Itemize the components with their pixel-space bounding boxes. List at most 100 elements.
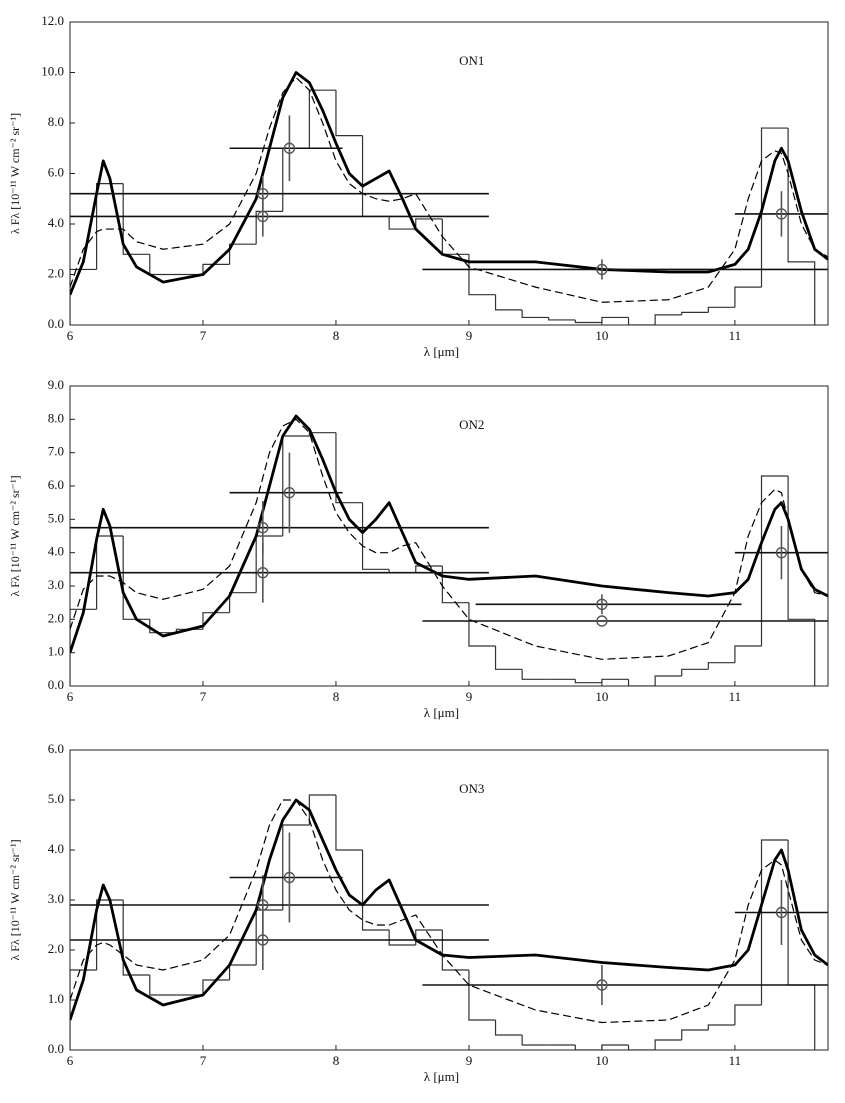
panel: 0.0 1.0 2.0 3.0 4.0 5.0 6.0 7.0 8.0 9.0 6 7 8 9 10 11 ON…: [8, 377, 829, 720]
histogram-step: [760, 839, 789, 1005]
data-point: [283, 142, 296, 154]
data-point: [257, 521, 269, 534]
histogram-step: [494, 1020, 523, 1036]
dashed-curve: [70, 799, 828, 1024]
histogram-step: [282, 435, 310, 536]
y-tick-label: 0.0: [48, 1041, 64, 1056]
y-tick-label: 3.0: [48, 577, 64, 592]
histogram-step: [468, 254, 496, 296]
histogram-step: [760, 127, 789, 288]
histogram-step: [760, 475, 789, 646]
histogram-step: [70, 969, 97, 1050]
data-point: [596, 598, 608, 611]
data-point: [596, 615, 608, 627]
y-tick-label: 8.0: [48, 114, 64, 129]
histogram-step: [734, 645, 762, 663]
x-tick-label: 8: [333, 689, 340, 704]
x-tick-label: 9: [466, 1053, 473, 1068]
histogram-step: [282, 147, 310, 212]
histogram-step: [202, 612, 230, 630]
x-axis-label: λ [μm]: [424, 344, 459, 359]
y-tick-label: 2.0: [48, 941, 64, 956]
x-tick-label: 7: [200, 1053, 207, 1068]
histogram-step: [601, 678, 629, 683]
histogram-step: [308, 794, 336, 825]
x-tick-label: 11: [729, 1053, 742, 1068]
histogram-step: [282, 824, 310, 910]
histogram-step: [627, 1045, 656, 1050]
data-point: [257, 934, 269, 946]
histogram-step: [707, 306, 735, 313]
panel-title: ON2: [459, 417, 484, 432]
histogram-step: [441, 930, 469, 971]
histogram-step: [654, 1039, 682, 1050]
x-tick-label: 8: [333, 1053, 340, 1068]
histogram-step: [441, 218, 469, 255]
x-tick-label: 10: [595, 689, 608, 704]
x-tick-label: 7: [200, 689, 207, 704]
histogram-step: [787, 128, 816, 325]
histogram-step: [521, 309, 549, 319]
y-tick-label: 5.0: [48, 510, 64, 525]
data-point: [775, 906, 788, 919]
data-point: [283, 486, 296, 499]
y-tick-label: 2.0: [48, 265, 64, 280]
data-point: [775, 546, 788, 559]
histogram-step: [202, 979, 230, 995]
y-tick-label: 4.0: [48, 544, 64, 559]
data-point: [257, 210, 269, 223]
histogram-step: [654, 314, 682, 325]
plot-frame: [69, 749, 829, 1051]
histogram-step: [95, 899, 124, 970]
histogram-step: [388, 216, 416, 230]
histogram-step: [255, 909, 283, 965]
histogram-step: [601, 1044, 629, 1050]
x-tick-label: 7: [200, 328, 207, 343]
histogram-step: [521, 1035, 549, 1046]
histogram-step: [361, 135, 390, 218]
histogram-step: [654, 675, 682, 686]
histogram-step: [601, 316, 629, 323]
x-tick-label: 8: [333, 328, 340, 343]
histogram-step: [468, 970, 496, 1021]
histogram-step: [734, 1004, 762, 1025]
histogram-step: [149, 254, 177, 276]
x-tick-label: 10: [595, 1053, 608, 1068]
histogram-step: [548, 317, 576, 321]
panel-title: ON3: [459, 781, 484, 796]
histogram-step: [521, 669, 549, 680]
y-tick-label: 0.0: [48, 677, 64, 692]
y-tick-label: 5.0: [48, 791, 64, 806]
y-tick-label: 0.0: [48, 316, 64, 331]
histogram-step: [468, 602, 496, 647]
histogram-step: [681, 668, 709, 676]
y-tick-label: 3.0: [48, 891, 64, 906]
dashed-curve: [70, 76, 828, 303]
y-tick-label: 2.0: [48, 610, 64, 625]
panel-title: ON1: [459, 53, 484, 68]
y-tick-label: 4.0: [48, 841, 64, 856]
histogram-step: [122, 900, 150, 976]
histogram-step: [70, 268, 97, 325]
histogram-step: [415, 565, 443, 573]
histogram-step: [388, 930, 416, 946]
y-axis-label: λ Fλ [10⁻¹¹ W cm⁻² sr⁻¹]: [8, 475, 22, 596]
histogram-step: [627, 679, 656, 686]
histogram-step: [787, 476, 816, 686]
y-tick-label: 10.0: [41, 63, 64, 78]
plot-area: [70, 794, 828, 1050]
data-point: [775, 208, 788, 220]
y-tick-label: 7.0: [48, 444, 64, 459]
histogram-step: [228, 243, 257, 265]
data-point: [283, 871, 296, 884]
x-tick-label: 10: [595, 328, 608, 343]
y-axis-label: λ Fλ [10⁻¹¹ W cm⁻² sr⁻¹]: [8, 839, 22, 960]
x-tick-label: 6: [67, 1053, 74, 1068]
y-tick-label: 12.0: [41, 13, 64, 28]
y-tick-label: 4.0: [48, 215, 64, 230]
histogram-step: [335, 432, 363, 504]
y-tick-label: 6.0: [48, 741, 64, 756]
histogram-step: [574, 679, 602, 684]
